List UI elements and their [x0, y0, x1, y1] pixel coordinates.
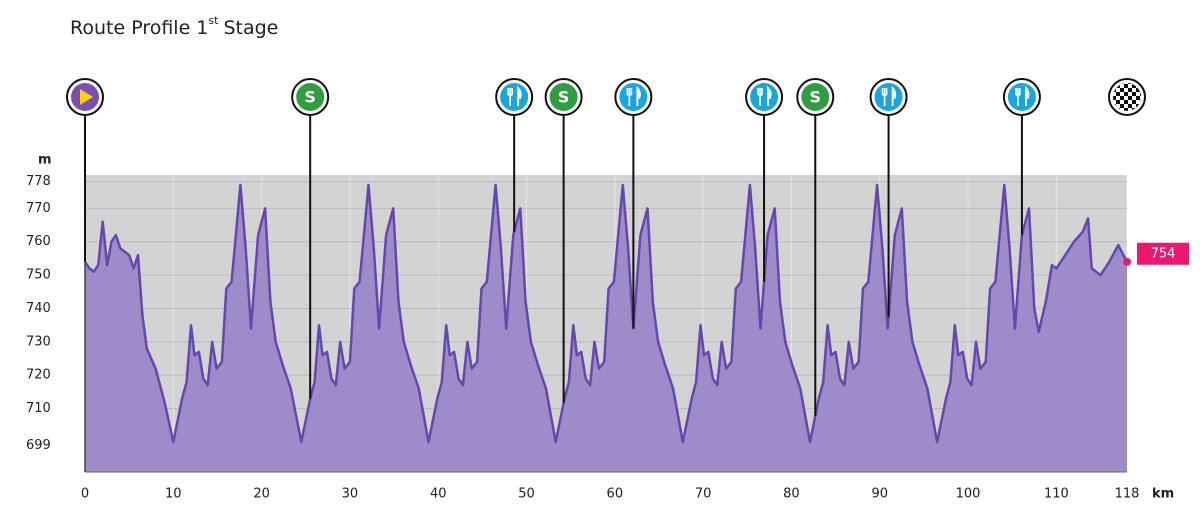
x-tick-label: 30	[342, 487, 359, 502]
elevation-line	[83, 183, 1129, 444]
icon-core	[1007, 83, 1036, 111]
icon-fork	[1015, 88, 1021, 106]
icon-fork	[881, 88, 888, 106]
end-point	[1123, 257, 1131, 266]
y-tick-label: 770	[26, 201, 51, 216]
icon-knife	[1025, 85, 1030, 106]
x-unit: km	[1152, 487, 1174, 502]
y-tick-label: 778	[26, 174, 51, 189]
y-tick-label: 740	[26, 301, 51, 316]
icon-fork	[626, 88, 633, 106]
y-unit: m	[38, 153, 52, 168]
x-tick-label: 90	[871, 487, 888, 502]
icon-core	[750, 83, 779, 111]
x-tick-label: 70	[695, 487, 712, 502]
title-sup: st	[208, 14, 219, 27]
marker-icon-feed	[495, 78, 534, 116]
icon-core	[619, 83, 648, 111]
icon-fork	[757, 88, 763, 106]
x-tick-label: 80	[783, 487, 800, 502]
y-tick-label: 710	[26, 401, 51, 416]
elevation-fill	[85, 185, 1127, 472]
icon-core	[549, 83, 578, 111]
marker-icon-finish	[1108, 78, 1146, 116]
title-end: Stage	[223, 17, 278, 39]
icon-sprint-letter: S	[558, 88, 570, 107]
y-tick-label: 750	[26, 268, 51, 283]
x-tick-label: 20	[253, 487, 270, 502]
icon-play	[80, 89, 93, 105]
end-label: 754	[1151, 246, 1176, 261]
icon-knife	[636, 85, 641, 106]
marker-icon-feed	[869, 78, 908, 116]
x-tick-label: 110	[1044, 487, 1069, 502]
icon-knife	[767, 85, 772, 106]
icon-knife	[517, 85, 522, 106]
icon-core	[801, 83, 830, 111]
icon-core	[500, 83, 529, 111]
icon-core	[296, 83, 325, 111]
x-tick-label: 40	[430, 487, 447, 502]
marker-icon-sprint: S	[291, 78, 330, 116]
marker-icon-sprint: S	[544, 78, 583, 116]
icon-sprint-letter: S	[304, 88, 316, 107]
x-tick-label: 60	[607, 487, 624, 502]
marker-icon-sprint: S	[796, 78, 835, 116]
title-main: Route Profile 1	[70, 17, 208, 39]
x-tick-label: 118	[1115, 487, 1140, 502]
marker-icon-start	[66, 78, 104, 116]
end-label-box	[1137, 242, 1189, 265]
x-tick-label: 50	[518, 487, 535, 502]
x-tick-label: 0	[81, 487, 89, 502]
y-tick-label: 760	[26, 234, 51, 249]
x-tick-label: 100	[956, 487, 981, 502]
marker-icon-feed	[745, 78, 784, 116]
marker-icon-feed	[1002, 78, 1041, 116]
x-tick-label: 10	[165, 487, 182, 502]
icon-sprint-letter: S	[810, 88, 822, 107]
chart-title: Route Profile 1st Stage	[70, 14, 278, 39]
y-tick-label: 699	[26, 438, 51, 453]
icon-core	[874, 83, 903, 111]
y-tick-label: 730	[26, 334, 51, 349]
icon-fork	[507, 88, 513, 106]
icon-knife	[891, 85, 897, 106]
y-tick-label: 720	[26, 368, 51, 383]
icon-core	[1113, 83, 1141, 111]
marker-icon-feed	[614, 78, 653, 116]
